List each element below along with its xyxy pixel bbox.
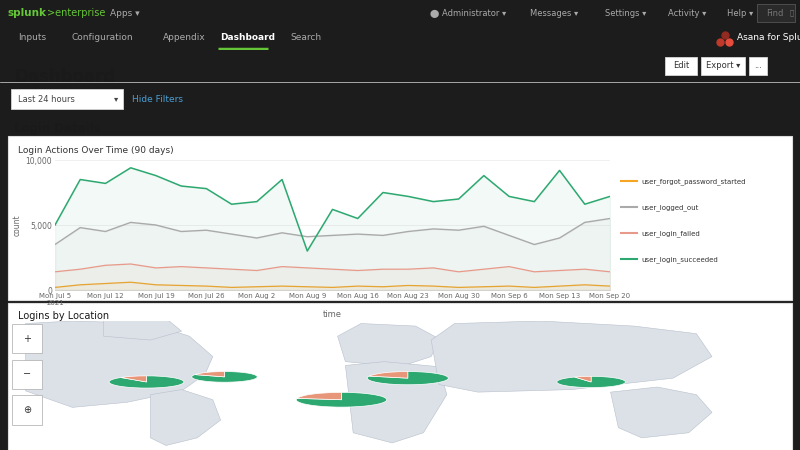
Text: Dashboard: Dashboard <box>14 68 115 86</box>
Text: Messages ▾: Messages ▾ <box>530 9 578 18</box>
Wedge shape <box>195 372 225 377</box>
Text: Inputs: Inputs <box>18 33 46 42</box>
Text: +: + <box>23 334 31 344</box>
Text: user_logged_out: user_logged_out <box>642 204 699 211</box>
FancyBboxPatch shape <box>11 89 123 109</box>
Text: Apps ▾: Apps ▾ <box>110 9 140 18</box>
Text: ⊕: ⊕ <box>23 405 31 415</box>
FancyBboxPatch shape <box>665 57 697 75</box>
FancyBboxPatch shape <box>12 360 42 389</box>
Wedge shape <box>192 372 258 382</box>
FancyBboxPatch shape <box>757 4 795 22</box>
Text: Find: Find <box>766 9 783 18</box>
Wedge shape <box>557 376 626 387</box>
Polygon shape <box>338 324 439 367</box>
Text: 🔍: 🔍 <box>790 10 794 16</box>
Text: Search: Search <box>290 33 321 42</box>
Text: Configuration: Configuration <box>72 33 134 42</box>
Text: Hide Filters: Hide Filters <box>132 94 183 104</box>
Wedge shape <box>370 372 408 378</box>
Wedge shape <box>109 376 184 388</box>
Text: ⬤ Administrator ▾: ⬤ Administrator ▾ <box>430 9 506 18</box>
FancyBboxPatch shape <box>749 57 767 75</box>
Wedge shape <box>297 392 342 400</box>
FancyBboxPatch shape <box>12 395 42 424</box>
Polygon shape <box>150 390 221 446</box>
Text: Activity ▾: Activity ▾ <box>668 9 706 18</box>
FancyBboxPatch shape <box>8 136 792 300</box>
Text: user_forgot_password_started: user_forgot_password_started <box>642 178 746 185</box>
Text: Export ▾: Export ▾ <box>706 62 740 71</box>
Wedge shape <box>574 376 591 382</box>
Text: Appendix: Appendix <box>163 33 206 42</box>
Y-axis label: count: count <box>13 214 22 236</box>
Wedge shape <box>367 372 448 385</box>
Text: Asana for Splunk: Asana for Splunk <box>737 33 800 42</box>
Text: Login Actions Over Time (90 days): Login Actions Over Time (90 days) <box>18 146 174 155</box>
Text: Dashboard: Dashboard <box>220 33 275 42</box>
Text: Edit: Edit <box>673 62 689 71</box>
Polygon shape <box>431 321 712 392</box>
Text: user_login_failed: user_login_failed <box>642 230 700 237</box>
FancyBboxPatch shape <box>8 303 792 450</box>
Text: Settings ▾: Settings ▾ <box>605 9 646 18</box>
Text: Help ▾: Help ▾ <box>727 9 754 18</box>
Polygon shape <box>104 319 182 340</box>
Polygon shape <box>346 362 447 443</box>
Text: Last 24 hours: Last 24 hours <box>18 94 75 104</box>
Polygon shape <box>610 387 712 438</box>
FancyBboxPatch shape <box>701 57 745 75</box>
Text: user_login_succeeded: user_login_succeeded <box>642 256 718 263</box>
Text: Logins by Location: Logins by Location <box>18 311 109 321</box>
Wedge shape <box>121 376 146 382</box>
Text: splunk: splunk <box>8 8 47 18</box>
X-axis label: time: time <box>323 310 342 319</box>
Wedge shape <box>296 392 386 407</box>
Text: >enterprise: >enterprise <box>47 8 106 18</box>
Text: Login Details: Login Details <box>14 122 101 135</box>
Polygon shape <box>26 321 213 407</box>
Text: ...: ... <box>754 62 762 71</box>
Text: ▾: ▾ <box>114 94 118 104</box>
FancyBboxPatch shape <box>12 324 42 353</box>
Text: −: − <box>23 369 31 379</box>
